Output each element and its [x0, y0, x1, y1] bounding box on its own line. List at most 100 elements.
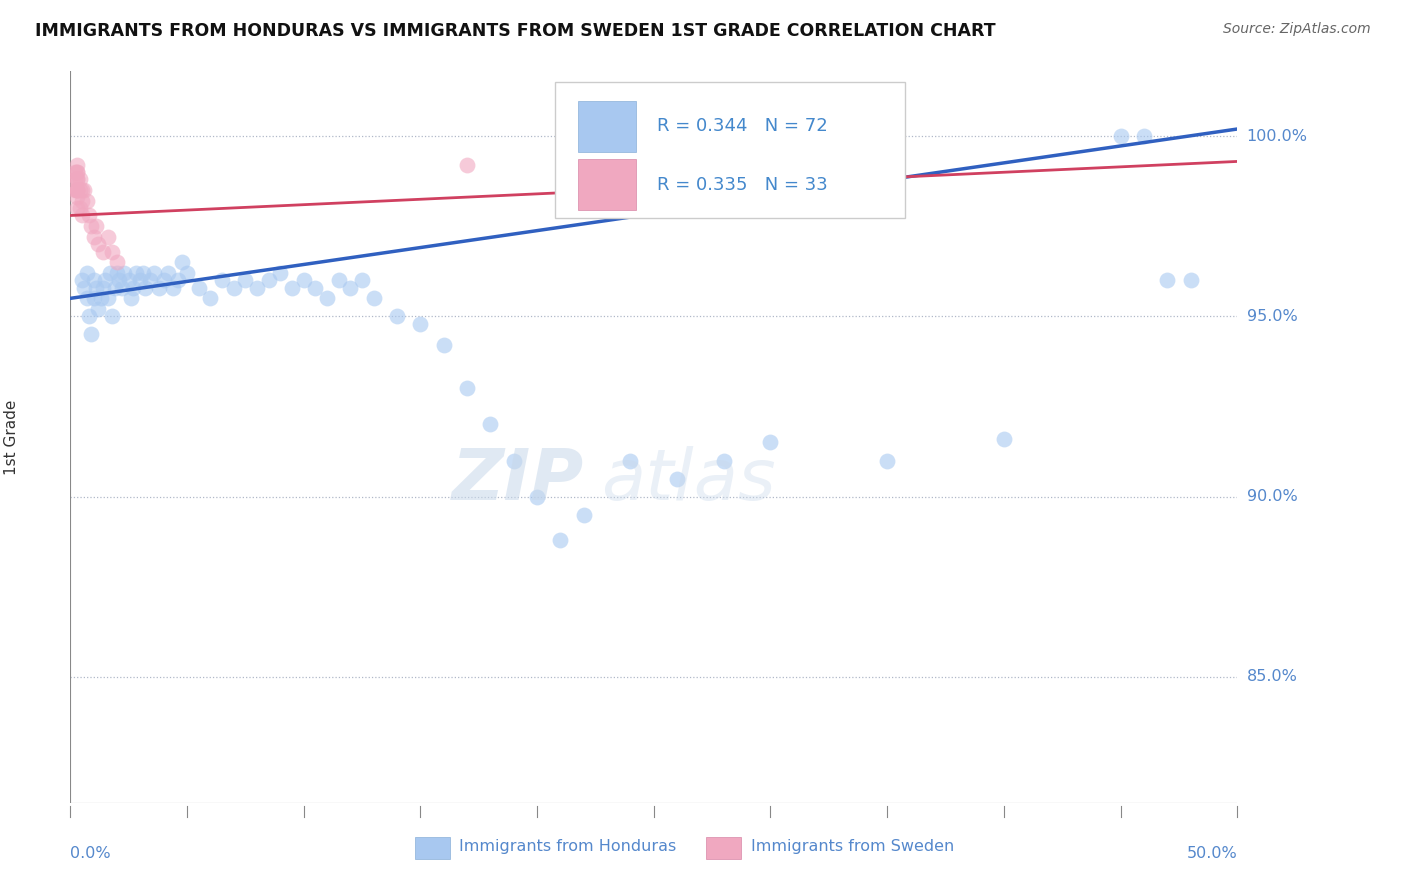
- Point: [105, 266, 128, 280]
- Point: [70, 183, 93, 197]
- Point: [104, 280, 127, 294]
- FancyBboxPatch shape: [578, 101, 637, 152]
- Point: [118, 273, 141, 287]
- Point: [187, 280, 209, 294]
- Point: [108, 273, 131, 287]
- Text: 85.0%: 85.0%: [1247, 669, 1298, 684]
- FancyBboxPatch shape: [554, 82, 904, 218]
- Point: [1180, 273, 1202, 287]
- Point: [66, 190, 89, 204]
- Point: [1133, 129, 1156, 144]
- Text: R = 0.344   N = 72: R = 0.344 N = 72: [657, 117, 828, 136]
- Point: [269, 266, 291, 280]
- Text: Immigrants from Sweden: Immigrants from Sweden: [751, 839, 953, 855]
- Text: 1st Grade: 1st Grade: [4, 400, 18, 475]
- Point: [328, 273, 350, 287]
- Point: [80, 327, 103, 342]
- Point: [1109, 129, 1132, 144]
- Point: [83, 273, 105, 287]
- Point: [94, 273, 117, 287]
- Point: [91, 280, 114, 294]
- Point: [304, 280, 326, 294]
- Point: [83, 291, 105, 305]
- Text: 100.0%: 100.0%: [1247, 128, 1308, 144]
- Point: [211, 273, 233, 287]
- Text: Source: ZipAtlas.com: Source: ZipAtlas.com: [1223, 22, 1371, 37]
- Point: [77, 209, 100, 223]
- Point: [77, 310, 100, 324]
- Point: [502, 453, 524, 467]
- Point: [101, 310, 124, 324]
- Point: [87, 302, 110, 317]
- Point: [66, 183, 89, 197]
- Text: 50.0%: 50.0%: [1187, 846, 1237, 861]
- Point: [876, 453, 898, 467]
- Point: [112, 266, 135, 280]
- Point: [122, 280, 145, 294]
- Point: [70, 209, 93, 223]
- Point: [1156, 273, 1178, 287]
- Point: [70, 194, 93, 208]
- Point: [124, 266, 146, 280]
- Point: [76, 194, 98, 208]
- Point: [233, 273, 256, 287]
- FancyBboxPatch shape: [706, 838, 741, 859]
- Point: [97, 291, 120, 305]
- Point: [292, 273, 315, 287]
- Text: IMMIGRANTS FROM HONDURAS VS IMMIGRANTS FROM SWEDEN 1ST GRADE CORRELATION CHART: IMMIGRANTS FROM HONDURAS VS IMMIGRANTS F…: [35, 22, 995, 40]
- Point: [131, 266, 153, 280]
- Point: [76, 266, 98, 280]
- Point: [572, 508, 595, 522]
- Point: [479, 417, 502, 432]
- Point: [91, 244, 114, 259]
- Point: [257, 273, 280, 287]
- Point: [105, 255, 128, 269]
- Point: [246, 280, 269, 294]
- Point: [66, 183, 89, 197]
- FancyBboxPatch shape: [578, 159, 637, 211]
- Point: [98, 266, 121, 280]
- Point: [69, 172, 91, 186]
- Point: [66, 165, 89, 179]
- Point: [66, 158, 89, 172]
- Point: [134, 280, 156, 294]
- Text: R = 0.335   N = 33: R = 0.335 N = 33: [657, 176, 828, 194]
- Point: [759, 158, 782, 172]
- Point: [66, 165, 89, 179]
- Point: [69, 183, 91, 197]
- Point: [63, 165, 86, 179]
- FancyBboxPatch shape: [415, 838, 450, 859]
- Point: [76, 291, 98, 305]
- Point: [363, 291, 385, 305]
- Point: [63, 172, 86, 186]
- Point: [526, 490, 548, 504]
- Point: [143, 266, 166, 280]
- Point: [222, 280, 245, 294]
- Point: [316, 291, 339, 305]
- Point: [129, 273, 152, 287]
- Point: [111, 280, 134, 294]
- Point: [759, 435, 782, 450]
- Text: 0.0%: 0.0%: [70, 846, 111, 861]
- Point: [69, 201, 91, 215]
- Point: [433, 338, 456, 352]
- Point: [73, 183, 96, 197]
- Point: [66, 183, 89, 197]
- Point: [70, 273, 93, 287]
- Point: [66, 172, 89, 186]
- Point: [200, 291, 222, 305]
- Point: [120, 291, 142, 305]
- Point: [550, 533, 572, 547]
- Point: [176, 266, 198, 280]
- Point: [80, 219, 103, 234]
- Point: [456, 381, 478, 395]
- Point: [456, 158, 478, 172]
- Point: [713, 453, 735, 467]
- Point: [84, 219, 107, 234]
- Point: [172, 255, 194, 269]
- Point: [162, 280, 184, 294]
- Point: [993, 432, 1015, 446]
- Text: ZIP: ZIP: [451, 447, 583, 516]
- Point: [572, 158, 595, 172]
- Point: [66, 201, 89, 215]
